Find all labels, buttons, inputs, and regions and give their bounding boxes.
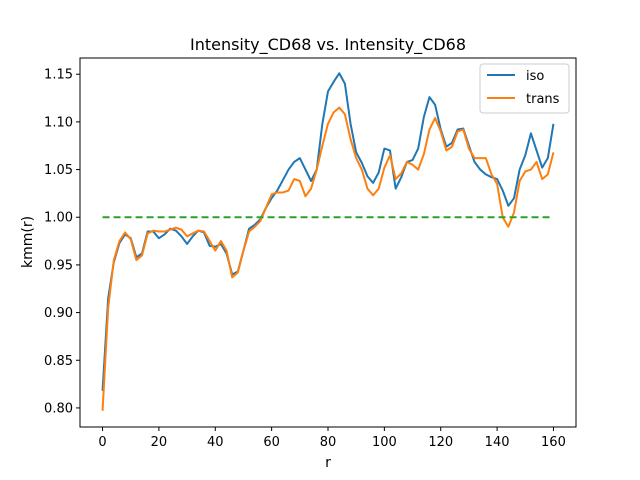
y-tick-label: 1.00 xyxy=(44,211,73,226)
legend-label-trans: trans xyxy=(526,92,560,107)
x-tick-label: 160 xyxy=(541,435,566,450)
y-axis-ticks: 0.80 0.85 0.90 0.95 1.00 1.05 1.10 1.15 xyxy=(44,68,80,416)
x-tick-label: 140 xyxy=(485,435,510,450)
x-axis-ticks: 0 20 40 60 80 100 120 140 160 xyxy=(98,427,566,450)
y-tick-label: 0.95 xyxy=(44,258,73,273)
y-tick-label: 1.15 xyxy=(44,68,73,83)
x-axis-label: r xyxy=(325,455,331,471)
x-tick-label: 80 xyxy=(320,435,337,450)
x-tick-label: 100 xyxy=(372,435,397,450)
x-tick-label: 60 xyxy=(263,435,280,450)
y-tick-label: 1.05 xyxy=(44,163,73,178)
series-line-trans xyxy=(101,106,555,411)
legend-label-iso: iso xyxy=(526,69,544,84)
x-tick-label: 0 xyxy=(98,435,106,450)
y-tick-label: 0.90 xyxy=(44,306,73,321)
x-tick-label: 40 xyxy=(207,435,224,450)
legend: iso trans xyxy=(479,63,570,114)
chart-title: Intensity_CD68 vs. Intensity_CD68 xyxy=(190,35,466,55)
series-line-iso xyxy=(101,72,555,391)
y-axis-label: kmm(r) xyxy=(20,216,36,268)
plot-lines xyxy=(101,72,555,411)
y-tick-label: 1.10 xyxy=(44,115,73,130)
y-tick-label: 0.85 xyxy=(44,354,73,369)
legend-box xyxy=(479,63,570,114)
y-tick-label: 0.80 xyxy=(44,401,73,416)
x-tick-label: 120 xyxy=(428,435,453,450)
x-tick-label: 20 xyxy=(151,435,168,450)
